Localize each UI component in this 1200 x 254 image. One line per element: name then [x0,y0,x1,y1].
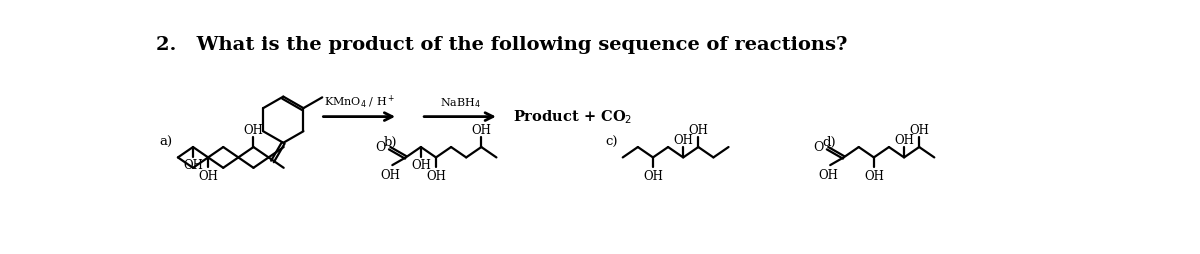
Text: OH: OH [894,134,914,147]
Text: NaBH$_4$: NaBH$_4$ [439,96,480,109]
Text: OH: OH [643,169,662,182]
Text: OH: OH [198,169,218,182]
Text: Product + CO$_2$: Product + CO$_2$ [512,108,632,126]
Text: OH: OH [380,169,401,182]
Text: OH: OH [673,134,694,147]
Text: OH: OH [910,123,929,136]
Text: OH: OH [864,169,883,182]
Text: OH: OH [244,123,264,136]
Text: c): c) [606,136,618,149]
Text: OH: OH [689,123,708,136]
Text: OH: OH [818,169,839,182]
Text: OH: OH [426,169,446,182]
Text: d): d) [823,136,836,149]
Text: a): a) [160,136,173,149]
Text: KMnO$_4$ / H$^+$: KMnO$_4$ / H$^+$ [324,93,395,109]
Text: O: O [814,140,823,153]
Text: OH: OH [472,123,491,136]
Text: b): b) [384,136,397,149]
Text: OH: OH [184,158,203,171]
Text: O: O [376,140,385,153]
Text: OH: OH [410,158,431,171]
Text: 2.   What is the product of the following sequence of reactions?: 2. What is the product of the following … [156,36,847,54]
